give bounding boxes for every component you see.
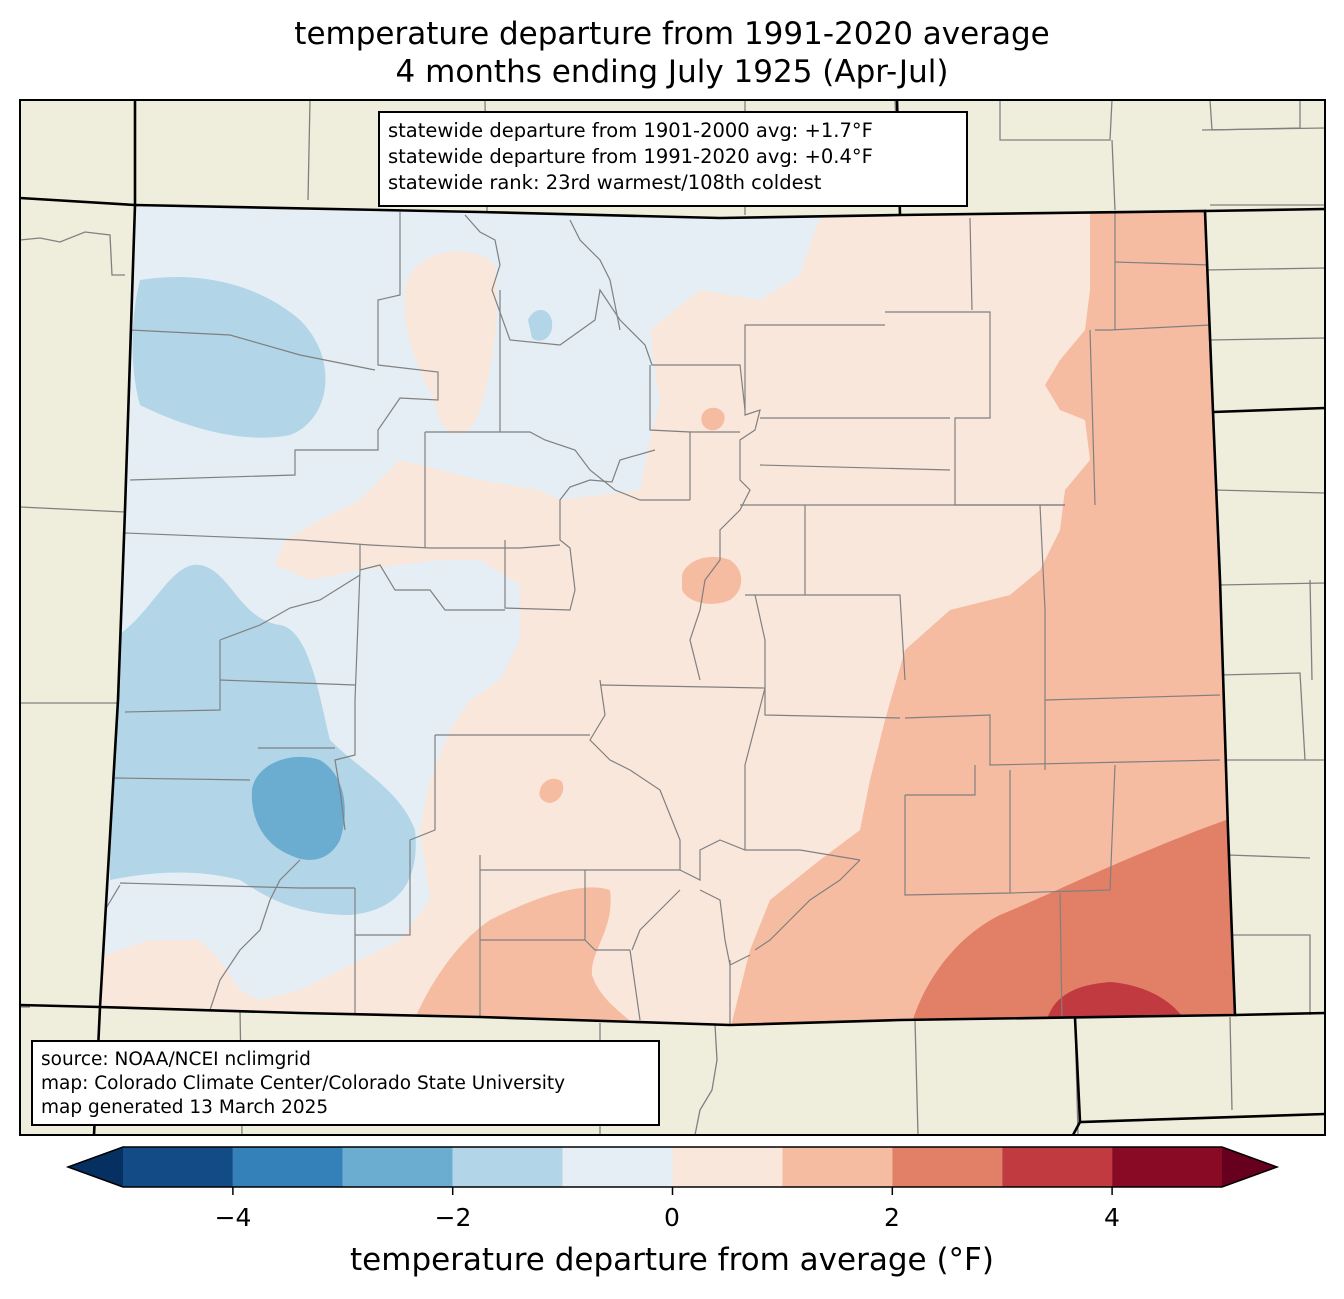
colorbar-segment (342, 1147, 453, 1187)
colorbar-over-arrow (1222, 1147, 1277, 1187)
colorbar-segment (452, 1147, 563, 1187)
generated-date-line: map generated 13 March 2025 (41, 1097, 329, 1118)
colorbar-outline (65, 1146, 1280, 1188)
colorbar-segment (892, 1147, 1003, 1187)
map-border (19, 99, 1326, 1136)
level-1-to-2-south (410, 887, 640, 1025)
state-borders (20, 100, 1325, 1135)
colorbar-label: temperature departure from average (°F) (350, 1242, 994, 1278)
source-line: source: NOAA/NCEI nclimgrid (41, 1049, 311, 1070)
map-title: temperature departure from 1991-2020 ave… (294, 16, 1050, 52)
level-minus3-to-minus2 (251, 756, 345, 860)
colorbar-under-arrow (68, 1147, 123, 1187)
level-2-to-3 (910, 815, 1235, 1025)
stats-line-rank: statewide rank: 23rd warmest/108th colde… (388, 171, 822, 194)
colorbar-segment (672, 1147, 783, 1187)
colorbar-segment (1002, 1147, 1113, 1187)
temperature-field (100, 205, 1235, 1025)
map-frame (20, 100, 1325, 1135)
colorbar-tick-label-minus4: −4 (214, 1203, 252, 1232)
colorbar-tick-label-2: 2 (884, 1203, 900, 1232)
colorbar-segment (782, 1147, 893, 1187)
map-credit-line: map: Colorado Climate Center/Colorado St… (41, 1073, 566, 1094)
level-minus2-to-minus1-north (132, 276, 326, 438)
colorbar-tick-label-minus2: −2 (434, 1203, 472, 1232)
colorbar (65, 1146, 1280, 1195)
source-box: source: NOAA/NCEI nclimgrid map: Colorad… (31, 1040, 660, 1126)
county-lines (104, 210, 1221, 1025)
statewide-stats-box: statewide departure from 1901-2000 avg: … (378, 111, 968, 207)
colorbar-segment (232, 1147, 343, 1187)
colorbar-tick-label-0: 0 (664, 1203, 680, 1232)
stats-line-1901-2000: statewide departure from 1901-2000 avg: … (388, 119, 873, 142)
colorbar-segment (1112, 1147, 1222, 1187)
stats-line-1991-2020: statewide departure from 1991-2020 avg: … (388, 145, 873, 168)
colorbar-tick-label-4: 4 (1104, 1203, 1120, 1232)
colorbar-segment (123, 1147, 233, 1187)
colorbar-segment (562, 1147, 673, 1187)
map-subtitle: 4 months ending July 1925 (Apr-Jul) (395, 54, 949, 90)
